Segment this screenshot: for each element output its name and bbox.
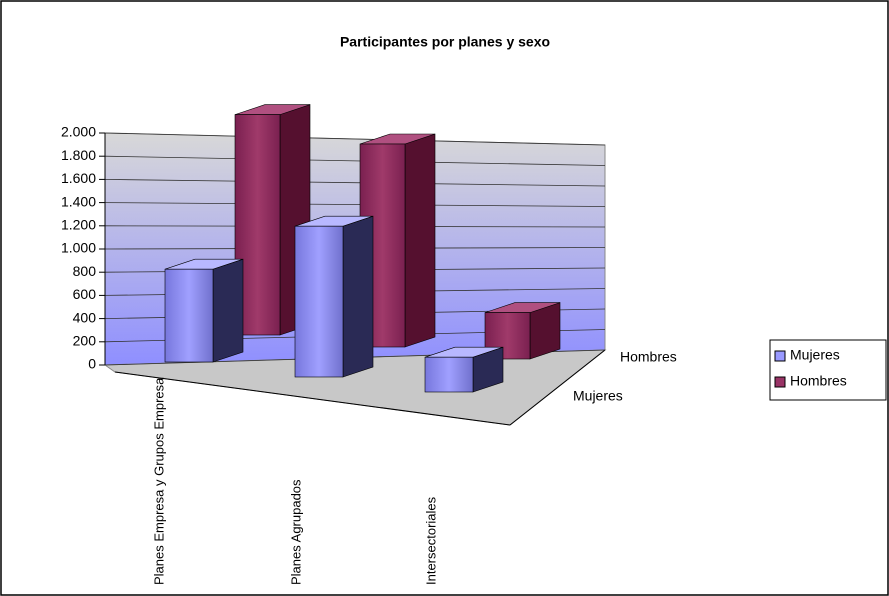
grid-line [104, 132, 606, 146]
y-tick-label: 200 [73, 333, 97, 349]
x-tick-label: Intersectoriales [423, 496, 438, 585]
depth-axis [509, 349, 606, 426]
y-tick-label: 800 [73, 263, 97, 279]
y-tick-label: 1.200 [61, 217, 96, 233]
bar-side [212, 258, 244, 363]
bar [294, 225, 344, 378]
y-tick-label: 400 [73, 309, 97, 325]
bar [424, 356, 474, 393]
chart-title: Participantes por planes y sexo [340, 34, 550, 50]
legend-swatch [774, 376, 786, 388]
grid-line [104, 202, 606, 207]
y-tick-label: 1.000 [61, 240, 96, 256]
bar-side [342, 215, 374, 378]
category-axis [114, 371, 511, 426]
y-tick-label: 1.400 [61, 193, 96, 209]
bar [234, 114, 281, 336]
y-tick-label: 2.000 [61, 124, 96, 140]
y-tick-label: 1.600 [61, 170, 96, 186]
y-tick-label: 1.800 [61, 147, 96, 163]
legend-label: Mujeres [790, 347, 840, 363]
x-tick-label: Planes Empresa y Grupos Empresa [151, 377, 166, 585]
grid-line [104, 155, 606, 166]
depth-label: Hombres [620, 349, 677, 365]
y-tick-label: 0 [88, 356, 96, 372]
legend-label: Hombres [790, 373, 847, 389]
depth-label: Mujeres [573, 388, 623, 404]
x-tick-label: Planes Agrupados [288, 479, 303, 585]
grid-line [104, 179, 606, 187]
bar [164, 268, 214, 363]
legend [769, 339, 887, 401]
legend-swatch [774, 350, 786, 362]
y-tick-label: 600 [73, 286, 97, 302]
bar-side [404, 133, 436, 348]
